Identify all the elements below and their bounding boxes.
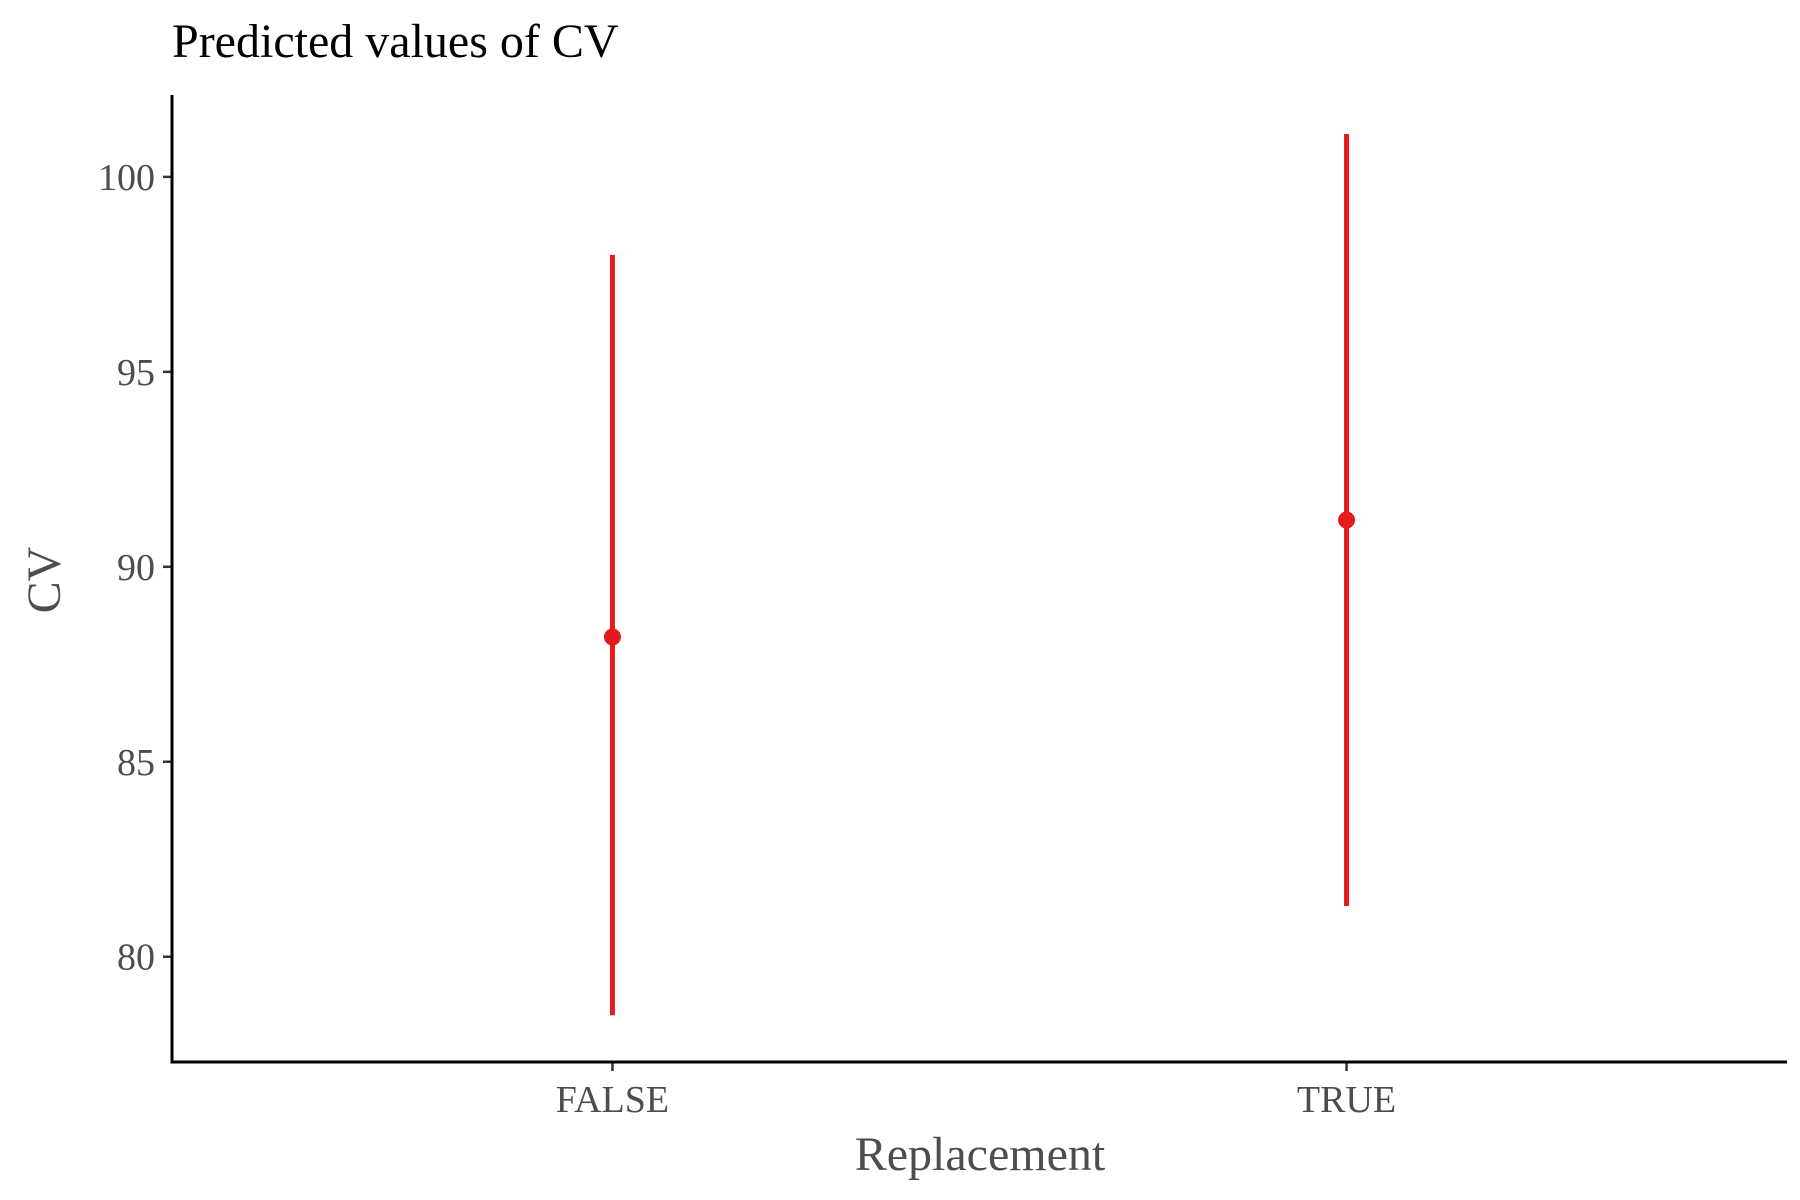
- y-axis-ticks: 80 85 90 95 100: [98, 157, 172, 979]
- x-tick-label: FALSE: [556, 1079, 669, 1121]
- y-tick-label: 90: [117, 547, 155, 589]
- chart-title: Predicted values of CV: [172, 15, 619, 68]
- y-tick-label: 85: [117, 742, 155, 784]
- y-tick-label: 95: [117, 352, 155, 394]
- x-axis-label: Replacement: [855, 1128, 1106, 1181]
- data-point: [603, 628, 621, 646]
- data-point: [1338, 511, 1356, 529]
- x-axis-ticks: FALSE TRUE: [556, 1062, 1396, 1121]
- y-axis-label: CV: [18, 546, 71, 613]
- x-tick-label: TRUE: [1297, 1079, 1396, 1121]
- y-tick-label: 80: [117, 937, 155, 979]
- data-marks: [603, 133, 1356, 1016]
- y-tick-label: 100: [98, 157, 155, 199]
